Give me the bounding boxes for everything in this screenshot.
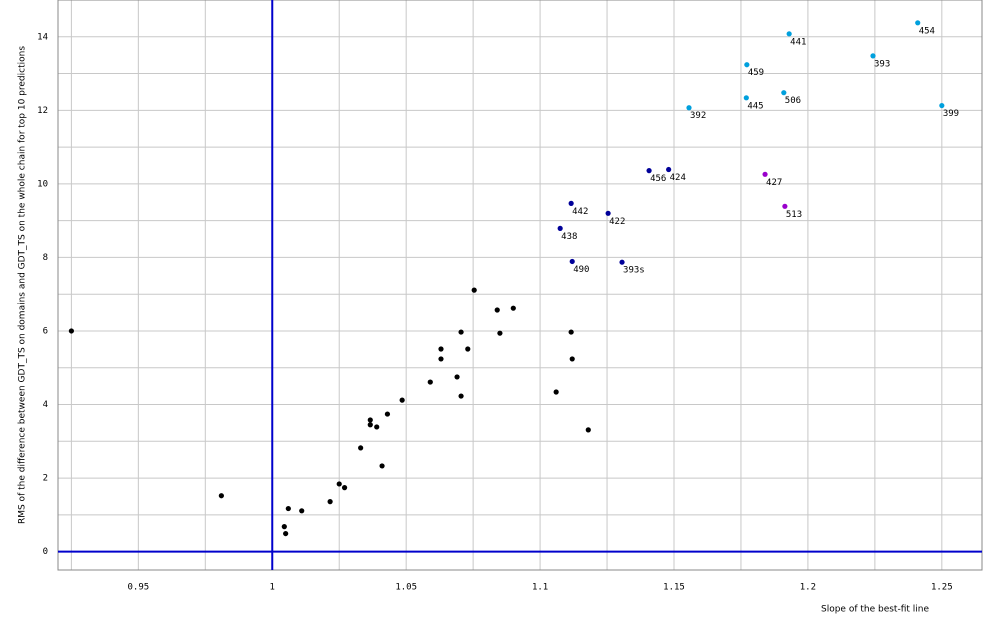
point [510,305,516,311]
point [399,397,405,403]
point [458,393,464,399]
y-axis-label: RMS of the difference between GDT_TS on … [18,46,28,524]
point-label: 424 [670,173,686,183]
y-tick-label: 8 [43,253,48,263]
y-tick-label: 6 [43,326,48,336]
point-label: 506 [785,96,801,106]
point-label: 459 [748,68,764,78]
point [471,287,477,293]
point [939,102,945,109]
point [438,346,444,352]
point [744,62,750,68]
point [619,259,625,265]
point [358,445,364,451]
point [568,329,574,335]
point [367,417,373,423]
x-tick-label: 1.1 [532,583,548,593]
point [666,166,672,173]
point-label: 445 [747,101,763,111]
point [384,411,391,417]
x-axis-label: Slope of the best-fit line [821,605,929,615]
point [569,258,575,265]
point [427,379,433,385]
point [281,524,287,530]
point-label: 456 [650,174,666,184]
plot-frame [57,0,983,571]
point [870,53,876,59]
point-label: 438 [561,232,577,242]
point-label: 427 [766,178,782,188]
point [283,530,289,537]
point-label: 393s [623,266,645,276]
point [743,95,749,101]
point [68,328,74,334]
x-tick-label: 1 [270,583,275,593]
y-tick-label: 14 [37,32,48,42]
x-tick-label: 0.95 [128,583,150,593]
point-label: 513 [786,210,802,220]
point [494,307,500,313]
point [218,493,224,499]
point [497,330,503,336]
point [299,508,305,514]
x-tick-label: 1.25 [931,583,953,593]
point [367,422,373,428]
point [585,427,591,433]
point-label: 393 [874,59,890,69]
point [646,168,652,174]
point [782,203,788,209]
point-label: 422 [609,217,625,227]
point [465,346,471,352]
point [553,389,559,395]
point [285,505,291,512]
y-tick-label: 4 [43,400,48,410]
y-tick-label: 10 [37,179,48,189]
point-label: 490 [573,265,589,275]
point [454,374,460,380]
y-tick-label: 0 [43,547,48,557]
y-tick-label: 12 [37,106,48,116]
point [786,31,792,37]
point-label: 442 [572,207,588,217]
point [327,499,333,505]
point [686,105,692,111]
point-label: 399 [943,109,959,119]
point [341,485,348,491]
point [557,225,563,231]
point [569,356,575,362]
y-tick-label: 2 [43,474,48,484]
point [568,200,574,206]
point [374,424,380,430]
point [438,356,444,362]
point [605,210,611,216]
point [781,90,787,96]
point [379,463,385,469]
point [458,329,464,335]
point [915,20,921,26]
x-tick-label: 1.15 [663,583,685,593]
point [336,481,342,487]
point-label: 454 [919,26,935,36]
x-tick-label: 1.05 [395,583,417,593]
point-label: 441 [790,37,806,47]
point-label: 392 [690,111,706,121]
x-tick-label: 1.2 [800,583,816,593]
point [762,171,768,177]
